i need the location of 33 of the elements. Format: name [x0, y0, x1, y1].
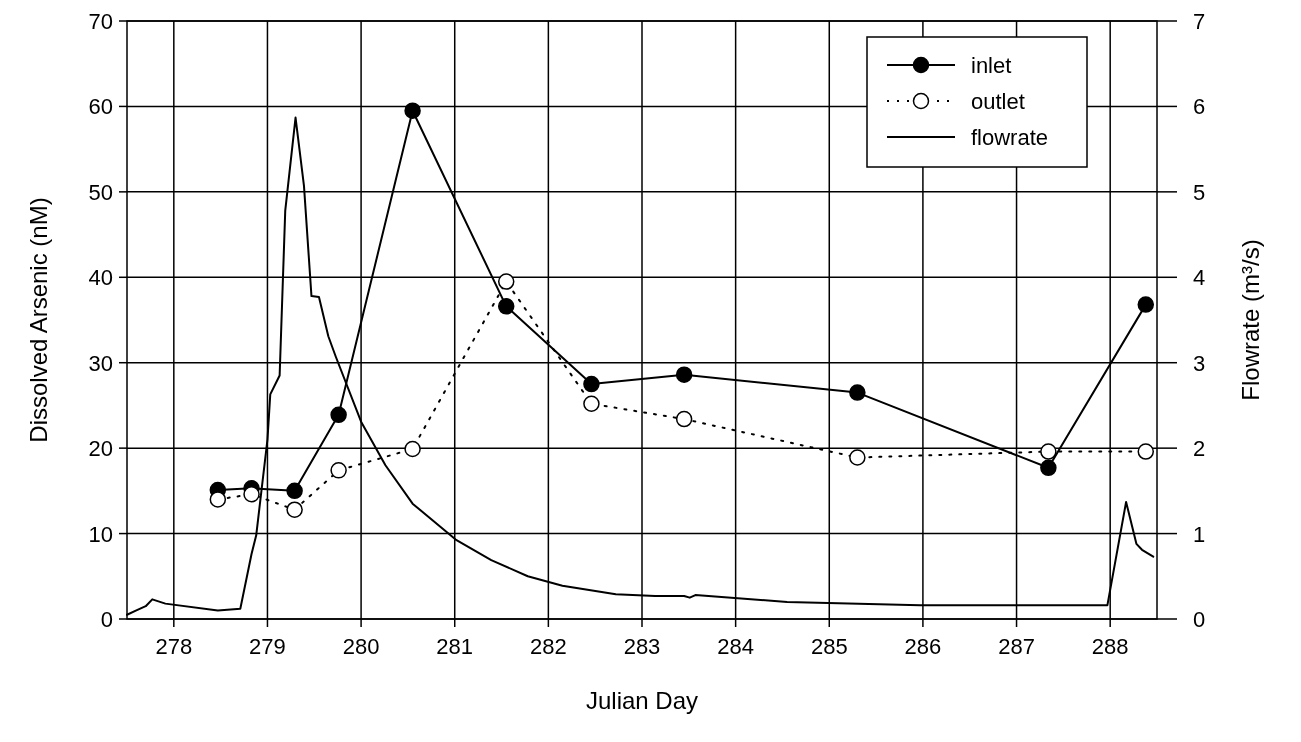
y2-tick-label: 5	[1193, 179, 1206, 205]
x-tick-label: 281	[436, 634, 474, 659]
x-tick-label: 287	[998, 634, 1035, 659]
y2-tick-label: 3	[1193, 350, 1206, 376]
y2-axis-title: Flowrate (m³/s)	[1237, 239, 1264, 401]
x-tick-label: 284	[717, 634, 754, 659]
y-tick-label: 60	[88, 94, 113, 120]
x-tick-label: 283	[623, 634, 661, 659]
y2-tick-label: 2	[1193, 436, 1206, 462]
y-tick-label: 0	[100, 607, 113, 632]
legend-label: flowrate	[971, 125, 1049, 150]
y-tick-label: 70	[88, 9, 113, 34]
x-axis-title: Julian Day	[585, 687, 699, 714]
legend-label: outlet	[971, 89, 1025, 114]
x-tick-label: 279	[249, 634, 286, 659]
x-tick-label: 280	[342, 634, 380, 659]
x-tick-label: 278	[155, 634, 193, 659]
y-axis-title: Dissolved Arsenic (nM)	[25, 197, 52, 443]
x-tick-label: 288	[1091, 634, 1129, 659]
y-tick-label: 50	[88, 179, 113, 205]
y2-tick-label: 4	[1193, 265, 1206, 291]
y2-tick-label: 6	[1193, 94, 1206, 120]
y2-tick-label: 7	[1193, 9, 1206, 34]
y2-tick-label: 0	[1193, 607, 1206, 632]
y-tick-label: 40	[88, 265, 113, 291]
y-tick-label: 10	[88, 521, 113, 547]
legend-label: inlet	[971, 53, 1012, 78]
x-tick-label: 285	[810, 634, 848, 659]
x-tick-label: 282	[530, 634, 567, 659]
y-tick-label: 30	[88, 350, 113, 376]
x-tick-label: 286	[904, 634, 942, 659]
y2-tick-label: 1	[1193, 521, 1206, 547]
y-tick-label: 20	[88, 436, 113, 462]
